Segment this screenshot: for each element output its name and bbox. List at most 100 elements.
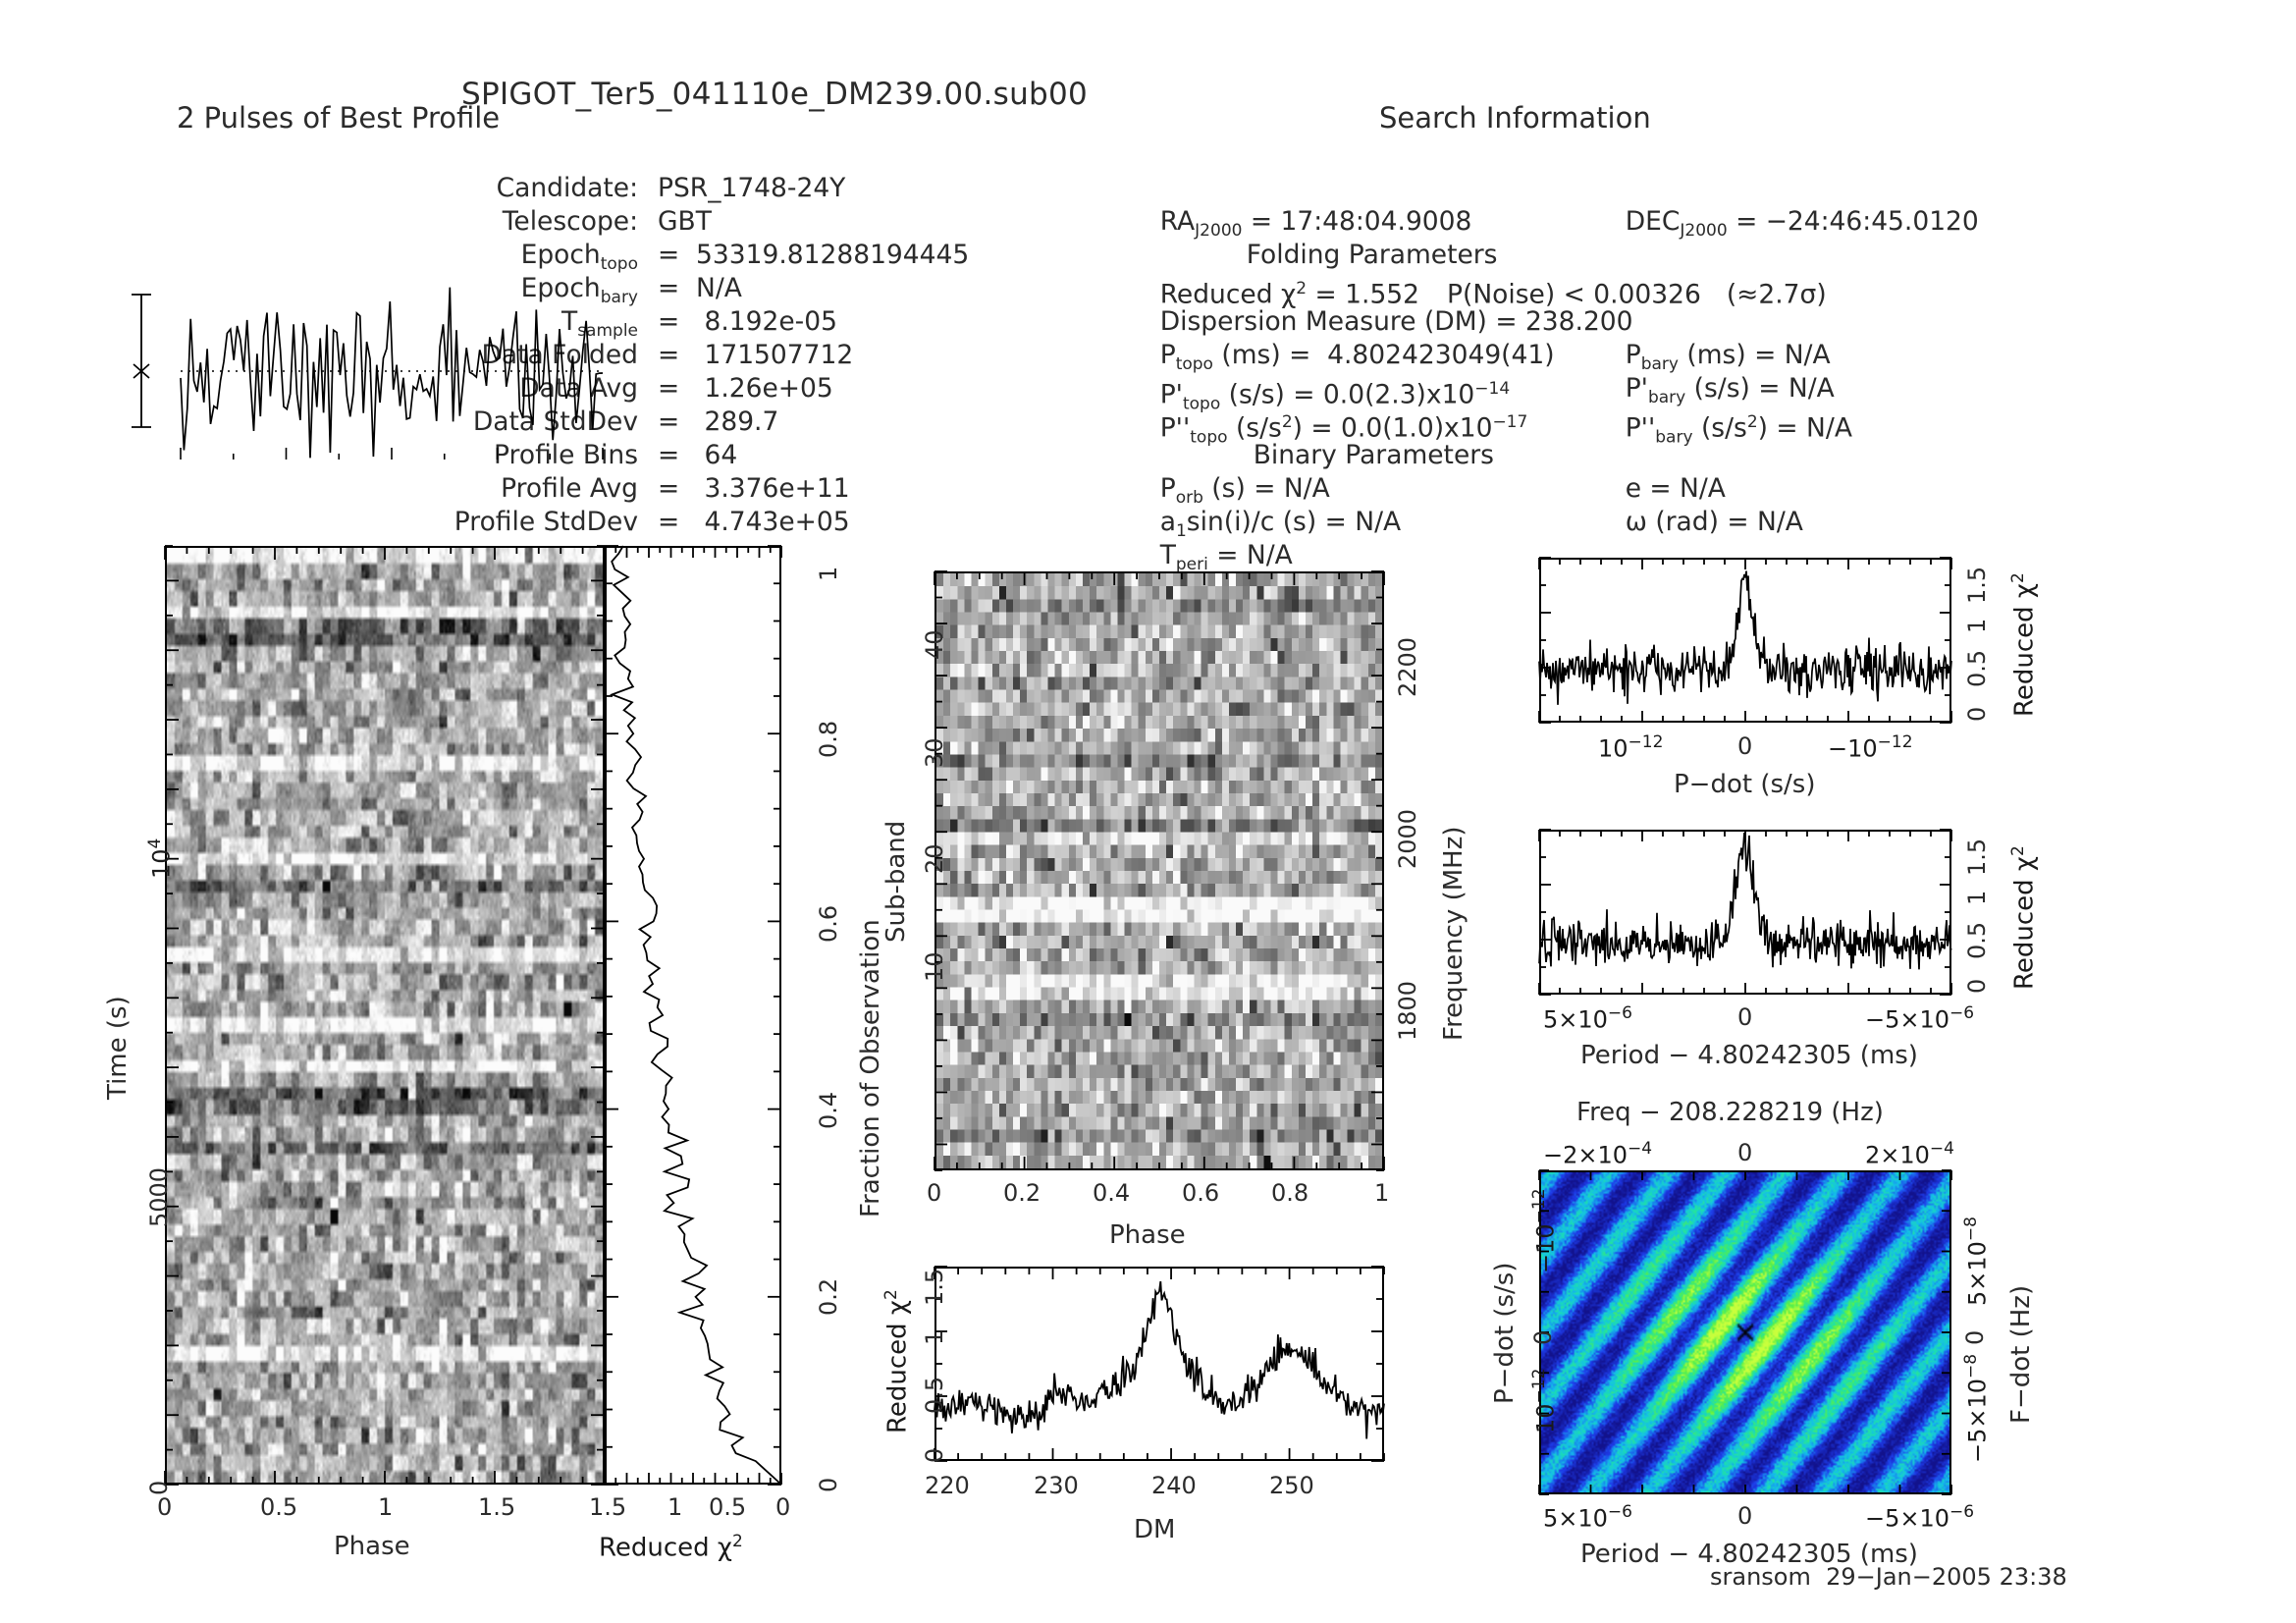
pm-ytick-right-0-exponent: −8 (1961, 1217, 1981, 1242)
pm-xtick-bot-0-mantissa: 5×10 (1543, 1504, 1608, 1533)
epoch-bary-value: = N/A (658, 273, 742, 303)
pdot-topo-exponent: −14 (1474, 379, 1511, 399)
footer-credit: sransom 29−Jan−2005 23:38 (1710, 1563, 2067, 1591)
tp-ytick-1: 5000 (145, 1166, 173, 1227)
p-bary-value: (ms) = N/A (1678, 340, 1831, 370)
time-vs-phase-heatmap (167, 548, 603, 1483)
p-topo-value: (ms) = 4.802423049(41) (1212, 340, 1555, 370)
data-stddev-value: = 289.7 (658, 406, 779, 437)
asini-subscript: 1 (1175, 520, 1187, 541)
pdot-period-axes (1538, 1169, 1952, 1495)
cf-ytick-0: 0 (815, 1477, 842, 1492)
pm-top-label: Freq − 208.228219 (Hz) (1576, 1098, 1884, 1127)
pc-xtick-0: 5×10−6 (1543, 1003, 1632, 1033)
pm-xtick-bot-2-mantissa: −5×10 (1865, 1504, 1950, 1533)
tp-xtick-2: 1 (378, 1493, 394, 1521)
pddot-bary-label: P'' (1625, 412, 1656, 444)
info-row-dec: DECJ2000 = −24:46:45.0120 (1592, 172, 1979, 241)
info-row-porb: Porb (s) = N/A (1127, 439, 1827, 508)
pd-xlabel: P−dot (s/s) (1674, 770, 1816, 799)
info-row-p-bary: Pbary (ms) = N/A (1592, 305, 1979, 374)
subband-vs-phase-heatmap (936, 573, 1382, 1168)
epoch-topo-value: = 53319.81288194445 (658, 240, 970, 270)
binary-parameters-heading: Binary Parameters (1127, 406, 1827, 470)
porb-subscript: orb (1175, 487, 1203, 508)
period-curve-plot (1538, 829, 1952, 996)
pd-ytick-3: 1.5 (1963, 566, 1991, 604)
tp-xtick-1: 0.5 (260, 1493, 298, 1521)
sb-ytick-right-1: 2000 (1394, 808, 1421, 869)
sb-ylabel: Sub-band (881, 820, 911, 943)
tsample-subscript: sample (577, 320, 638, 341)
sb-ylabel-right: Frequency (MHz) (1439, 826, 1468, 1042)
profile-avg-value: = 3.376e+11 (658, 473, 850, 504)
pm-xtick-top-1: 0 (1737, 1139, 1753, 1166)
pm-xtick-bot-2-exponent: −6 (1949, 1502, 1975, 1522)
pddot-bary-value2: ) = N/A (1757, 412, 1852, 444)
reduced-chi2-label: Reduced χ (1159, 279, 1297, 310)
pm-xtick-top-0: −2×10−4 (1543, 1139, 1652, 1168)
sb-xtick-2: 0.4 (1093, 1179, 1131, 1207)
cf-ytick-1: 0.2 (815, 1277, 842, 1316)
pddot-topo-exponent: −17 (1492, 412, 1528, 432)
pm-ylabel-right: F−dot (Hz) (2006, 1284, 2036, 1424)
telescope-value: GBT (658, 206, 712, 237)
pm-ytick-right-0: 5×10−8 (1961, 1217, 1991, 1306)
info-row-pdot-bary: P'bary (s/s) = N/A (1592, 339, 1979, 407)
pd-xtick-0-exponent: −12 (1628, 732, 1664, 752)
pc-xtick-0-exponent: −6 (1607, 1003, 1632, 1023)
pm-ytick-right-2-exponent: −8 (1961, 1353, 1981, 1379)
cf-ytick-3: 0.6 (815, 904, 842, 943)
pd-xtick-0-mantissa: 10 (1598, 734, 1629, 763)
pm-ytick-right-2: −5×10−8 (1961, 1354, 1991, 1463)
sigma-value: (≈2.7σ) (1726, 279, 1827, 310)
pdot-period-heatmap[interactable] (1541, 1172, 1949, 1492)
pdot-bary-subscript: bary (1647, 387, 1686, 407)
cf-ylabel: Fraction of Observation (856, 919, 885, 1217)
profile-stddev-label: Profile StdDev (454, 507, 638, 537)
info-row-pdot-topo: P'topo (s/s) = 0.0(2.3)x10−14 (1127, 339, 1827, 413)
pm-ytick-left-0: −10−12 (1529, 1188, 1559, 1273)
pc-ytick-0: 0 (1963, 978, 1991, 994)
pd-xtick-2: −10−12 (1828, 732, 1913, 762)
cf-xtick-2: 0.5 (709, 1493, 747, 1521)
dec-value: = −24:46:45.0120 (1727, 206, 1979, 237)
pddot-topo-value: ) = 0.0(1.0)x10 (1292, 412, 1493, 444)
pd-ylabel-superscript: 2 (2008, 572, 2028, 584)
tp-xtick-3: 1.5 (478, 1493, 516, 1521)
dec-label: DEC (1625, 206, 1681, 237)
pc-ylabel-text: Reduced χ (2009, 856, 2040, 990)
pm-xtick-top-0-exponent: −4 (1628, 1139, 1653, 1159)
dm-ylabel-superscript: 2 (881, 1289, 901, 1301)
pddot-topo-label: P'' (1159, 412, 1191, 444)
pm-ytick-right-2-mantissa: −5×10 (1963, 1378, 1992, 1463)
pm-xlabel: Period − 4.80242305 (ms) (1580, 1540, 1918, 1569)
pc-xtick-1: 0 (1737, 1003, 1753, 1031)
epoch-topo-subscript: topo (600, 253, 638, 274)
cf-xtick-0: 1.5 (589, 1493, 627, 1521)
porb-label: P (1159, 473, 1176, 504)
info-row-dm: Dispersion Measure (DM) = 238.200 (1127, 272, 1827, 337)
pm-xtick-top-2: 2×10−4 (1865, 1139, 1954, 1168)
best-profile-panel (132, 147, 618, 530)
pdot-topo-value: (s/s) = 0.0(2.3)x10 (1220, 379, 1475, 410)
pm-xtick-bot-1: 0 (1737, 1502, 1753, 1530)
tsample-label-text: T (561, 306, 578, 337)
pd-ylabel: Reduced χ2 (2008, 572, 2039, 717)
pc-ytick-2: 1 (1963, 890, 1991, 905)
data-stddev-label: Data StdDev (472, 406, 638, 437)
sb-xtick-4: 0.8 (1271, 1179, 1309, 1207)
pd-ytick-1: 0.5 (1963, 649, 1991, 687)
pd-ylabel-text: Reduced χ (2009, 583, 2040, 717)
pc-ylabel-superscript: 2 (2008, 845, 2028, 857)
tp-xlabel: Phase (334, 1532, 410, 1561)
dm-curve-plot (934, 1266, 1385, 1462)
dm-xtick-1: 230 (1034, 1472, 1079, 1499)
sb-xlabel: Phase (1109, 1220, 1186, 1250)
p-topo-label: P (1159, 340, 1176, 370)
pd-xtick-2-mantissa: −10 (1828, 734, 1878, 763)
candidate-label: Candidate: (496, 173, 638, 203)
barycentric-info-column: DECJ2000 = −24:46:45.0120 Pbary (ms) = N… (1592, 172, 1979, 537)
dm-xtick-0: 220 (925, 1472, 970, 1499)
chi2-vs-fraction-plot (604, 545, 782, 1486)
